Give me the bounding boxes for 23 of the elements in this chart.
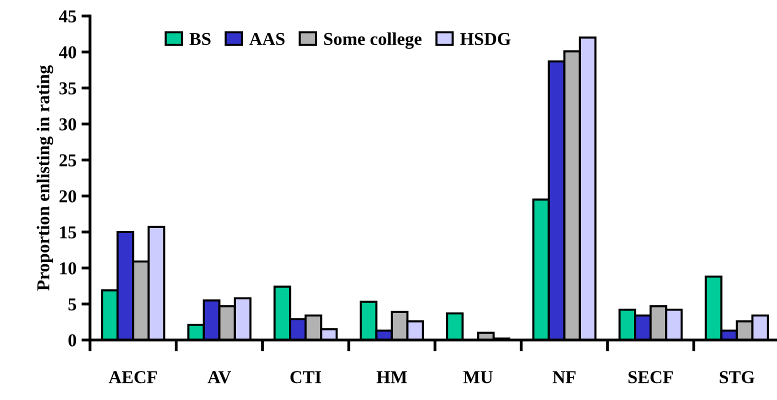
y-tick-label: 25	[60, 154, 76, 166]
y-tick-label: 15	[60, 226, 76, 238]
x-tick-label: AECF	[108, 371, 157, 384]
x-tick-label: MU	[463, 371, 493, 384]
y-tick-label: 45	[59, 10, 76, 22]
x-tick-label: SECF	[628, 371, 673, 384]
x-tick-label: CTI	[290, 371, 322, 384]
x-tick-label: HM	[376, 371, 407, 384]
y-tick-label: 40	[59, 46, 76, 58]
y-tick-label: 5	[68, 298, 76, 310]
legend-label: HSDG	[460, 32, 511, 46]
legend-label: AAS	[249, 32, 285, 46]
y-tick-label: 30	[59, 118, 76, 130]
legend-label: BS	[189, 32, 211, 46]
x-tick-label: STG	[720, 371, 754, 384]
x-tick-label: NF	[552, 371, 576, 384]
y-tick-label: 20	[60, 190, 76, 202]
x-tick-label: AV	[208, 371, 232, 384]
y-axis-title: Proportion enlisting in rating	[36, 65, 54, 291]
y-tick-label: 10	[60, 262, 76, 274]
y-tick-label: 0	[68, 334, 76, 346]
y-tick-label: 35	[59, 82, 76, 94]
legend-label: Some college	[324, 32, 422, 49]
